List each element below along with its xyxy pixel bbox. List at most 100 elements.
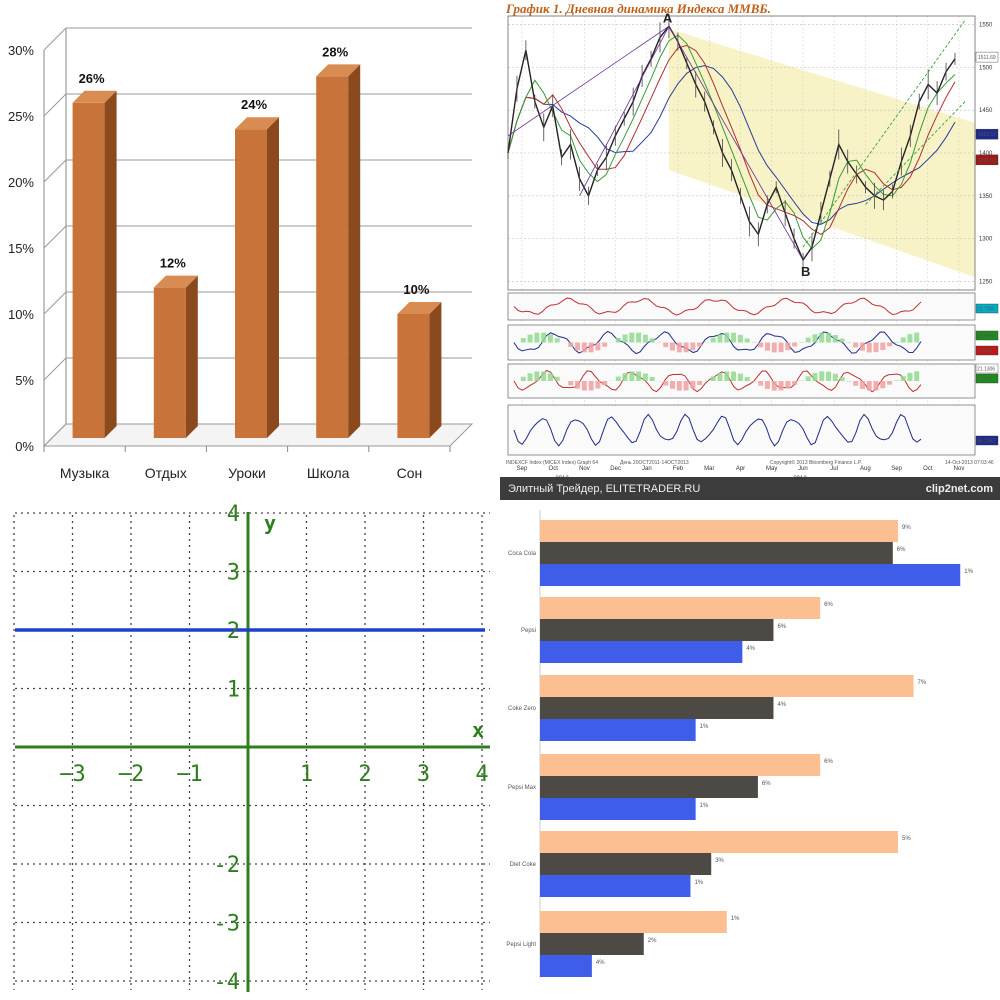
chart1-gridline-diag <box>43 225 67 249</box>
chart2-meta-date: 14-Oct-2013 07:03:46 <box>945 460 994 466</box>
chart2-channel-upper <box>802 20 966 248</box>
chart1-value-label: 12% <box>160 256 186 271</box>
chart2-osc-histogram <box>642 373 648 381</box>
chart2-price-tag-text: 1511.69 <box>978 55 996 61</box>
chart2-osc-histogram <box>907 372 913 381</box>
chart1-gridline-diag <box>43 93 67 117</box>
chart2-x-tick-label: Apr <box>736 466 745 472</box>
chart4-bar <box>540 619 774 641</box>
chart2-price-tag <box>975 154 999 166</box>
chart4-bar <box>540 955 592 977</box>
chart2-osc-histogram <box>737 373 743 381</box>
chart3-x-tick-label: −3 <box>59 762 86 787</box>
chart2-osc-histogram <box>663 381 669 386</box>
chart2-x-tick-label: May <box>766 466 777 472</box>
chart2-osc-histogram <box>670 381 676 389</box>
chart4-value-label: 1% <box>700 724 709 730</box>
chart4-bar <box>540 911 727 933</box>
chart2-osc-histogram <box>690 342 696 351</box>
chart3-y-tick-label: -2 <box>214 853 241 878</box>
chart2-x-tick-label: Jan <box>642 466 652 472</box>
chart2-osc-histogram <box>907 334 913 343</box>
chart2-osc-histogram <box>575 381 581 389</box>
chart2-osc-histogram <box>812 373 818 381</box>
chart2-x-tick-label: Feb <box>673 466 684 472</box>
chart2-title: График 1. Дневная динамика Индекса ММВБ. <box>505 1 771 16</box>
chart2-osc-histogram <box>819 332 825 343</box>
chart1-y-tick-label: 15% <box>8 241 34 256</box>
chart2-osc-histogram <box>832 373 838 381</box>
chart2-osc-histogram <box>636 371 642 381</box>
chart4-bar <box>540 641 743 663</box>
chart2-osc-histogram <box>690 381 696 389</box>
chart2-osc-histogram <box>534 371 540 381</box>
chart1-y-tick-label: 30% <box>8 43 34 58</box>
chart2-x-tick-label: Nov <box>954 466 965 472</box>
chart2-year-label: 2013 <box>793 476 807 482</box>
chart4-bar <box>540 776 758 798</box>
chart2-osc-histogram <box>900 376 906 381</box>
chart2-osc-histogram <box>541 371 547 381</box>
chart2-ma-mid <box>507 44 956 235</box>
chart1-category-label: Сон <box>397 465 423 481</box>
chart2-osc-histogram <box>615 376 621 381</box>
chart2-osc-histogram <box>642 334 648 343</box>
chart2-y-tick-label: 1250 <box>979 279 993 285</box>
chart4-value-label: 2% <box>648 938 657 944</box>
chart4-category-label: Coca Cola <box>508 551 537 557</box>
chart2-x-tick-label: Jul <box>830 466 838 472</box>
chart2-osc-histogram <box>785 381 791 389</box>
chart2-meta-right: Copyright© 2013 Bloomberg Finance L.P. <box>770 459 862 466</box>
chart2-osc-histogram <box>826 371 832 381</box>
chart3-x-tick-label: 2 <box>358 762 371 787</box>
chart4-bar <box>540 564 961 586</box>
chart2-osc-histogram <box>737 334 743 343</box>
chart2-osc-histogram <box>724 332 730 343</box>
chart1-y-tick-label: 20% <box>8 175 34 190</box>
chart1-bar-top <box>72 90 117 103</box>
chart2-osc-histogram <box>676 381 682 391</box>
chart2-footer-left: Элитный Трейдер, ELITETRADER.RU <box>508 483 700 495</box>
chart2-osc-histogram <box>826 332 832 343</box>
chart2-osc-histogram <box>778 342 784 353</box>
chart1-gridline-diag <box>43 159 67 183</box>
chart4-value-label: 6% <box>824 759 833 765</box>
chart2-osc-tag-text: 10.9949 <box>977 334 995 340</box>
chart2-osc-histogram <box>602 381 608 386</box>
chart2-osc-histogram <box>853 342 859 348</box>
chart4-value-label: 3% <box>715 858 724 864</box>
chart1-gridline-diag <box>43 423 67 447</box>
chart1-value-label: 26% <box>79 71 105 86</box>
chart1-bar-top <box>397 302 442 314</box>
chart2-osc-histogram <box>846 381 852 382</box>
chart2-osc-histogram <box>568 381 574 386</box>
chart2-osc-histogram <box>581 381 587 391</box>
chart2-osc-histogram <box>900 337 906 343</box>
chart1-category-label: Отдых <box>145 465 187 481</box>
chart3-x-tick-label: 1 <box>300 762 313 787</box>
chart2-osc-histogram <box>710 376 716 381</box>
chart2-osc-histogram <box>629 371 635 381</box>
chart2-wave-line <box>507 25 670 137</box>
chart2-osc-histogram <box>778 381 784 391</box>
chart2-osc-histogram <box>846 342 852 344</box>
chart2-osc-histogram <box>547 334 553 343</box>
chart4-value-label: 1% <box>731 916 740 922</box>
chart1-y-tick-label: 0% <box>15 439 34 454</box>
chart1-value-label: 24% <box>241 97 267 112</box>
chart1-bar-top <box>235 117 279 130</box>
chart2-osc-histogram <box>744 338 750 343</box>
chart4-value-label: 1% <box>964 569 973 575</box>
chart2-osc-tag-text: 2.3947 <box>977 349 993 355</box>
chart2-footer-bar <box>500 477 1000 500</box>
chart1-bar-side <box>429 302 442 438</box>
chart2-osc-histogram <box>581 342 587 353</box>
chart4-bar <box>540 798 696 820</box>
chart2-osc-tag-text: 1.5654 <box>977 377 993 383</box>
bar-chart-activities: 0% 5% 10% 15% 20% 25% 30% 26% Музыка 12% Отдых 24% У… <box>0 0 500 500</box>
chart2-osc-histogram <box>588 342 594 353</box>
chart2-osc-histogram <box>527 373 533 381</box>
chart2-osc-histogram <box>629 332 635 343</box>
chart2-osc-histogram <box>683 342 689 353</box>
chart2-osc-histogram <box>663 342 669 348</box>
